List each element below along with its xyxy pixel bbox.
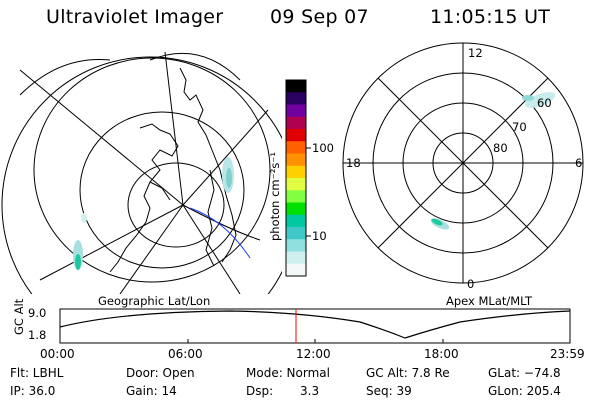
color-bar [286,80,306,277]
color-bar-band [286,202,306,216]
instrument-title: Ultraviolet Imager [46,6,224,28]
colorbar-tick-10: 10 [312,229,327,243]
color-bar-band [286,92,306,105]
filter-info: Flt: LBHL [10,366,64,380]
color-bar-band [286,129,306,142]
color-bar-band [286,104,306,118]
color-bar-band [286,214,306,228]
gain-info: Gain: 14 [126,384,177,398]
dsp-value: 3.3 [300,384,320,398]
color-bar-band [286,263,306,277]
x-tick-0000: 00:00 [40,347,75,361]
color-bar-band [286,227,306,240]
geographic-caption: Geographic Lat/Lon [98,294,211,308]
mlt-label-18: 18 [346,156,361,170]
ip-info: IP: 36.0 [10,384,56,398]
mlt-label-12: 12 [468,46,483,60]
color-bar-band [286,116,306,130]
x-tick-0600: 06:00 [168,347,203,361]
color-bar-band [286,141,306,154]
colorbar-tick-100: 100 [312,141,334,155]
color-bar-band [286,165,306,179]
gc-alt-info: GC Alt: 7.8 Re [366,366,450,380]
color-bar-band [286,239,306,252]
color-bar-band [286,80,306,93]
glat-info: GLat: −74.8 [488,366,561,380]
apex-caption: Apex MLat/MLT [446,294,533,308]
glon-info: GLon: 205.4 [488,384,561,398]
altitude-curve [59,310,571,339]
altitude-ylabel: GC Alt [12,298,26,335]
mlat-label-60: 60 [537,96,552,110]
color-bar-band [286,178,306,191]
seq-info: Seq: 39 [366,384,412,398]
mode-info: Mode: Normal [246,366,330,380]
polar-mlt-dial [342,42,584,284]
x-tick-1200: 12:00 [296,347,331,361]
mlt-label-6: 6 [575,156,583,170]
dsp-info: Dsp: [246,384,274,398]
x-tick-1800: 18:00 [424,347,459,361]
door-info: Door: Open [126,366,195,380]
color-bar-frame [285,79,307,277]
time-label: 11:05:15 UT [430,6,551,28]
color-bar-band [286,190,306,203]
altitude-ytick-low: 1.8 [28,328,47,342]
altitude-ytick-high: 9.0 [28,306,47,320]
mlat-label-80: 80 [493,141,508,155]
altitude-plot [59,308,571,344]
color-bar-band [286,153,306,167]
geographic-map [1,51,282,294]
mlat-label-70: 70 [512,120,527,134]
date-label: 09 Sep 07 [270,6,369,28]
color-bar-band [286,251,306,265]
mlt-label-0: 0 [467,277,475,291]
x-tick-2359: 23:59 [550,347,585,361]
colorbar-unit-label: photon cm⁻²s⁻¹ [268,152,282,241]
